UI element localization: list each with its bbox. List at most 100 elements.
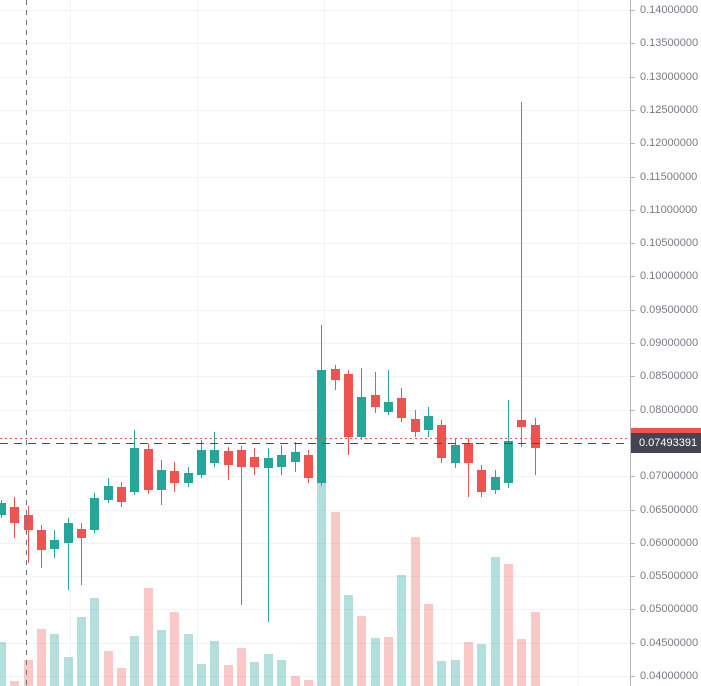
candle[interactable] [490,476,500,491]
candle[interactable] [23,514,33,531]
candle[interactable] [237,450,247,467]
candle[interactable] [103,486,113,501]
price-tick-mark [631,309,635,311]
candle[interactable] [343,374,353,437]
gridline-vertical [578,0,579,686]
candle[interactable] [437,424,447,459]
candle[interactable] [530,424,540,449]
price-tick-mark [631,209,635,211]
last-price-dashed-line [0,443,630,445]
price-axis[interactable]: 0.07493391 0.14000000 0.13500000 0.1300000… [630,0,701,686]
volume-bar [277,660,287,686]
price-tick-label: 0.06500000 [640,503,699,516]
price-tick-label: 0.08000000 [640,403,699,416]
candle[interactable] [170,470,180,483]
volume-bar [63,657,73,686]
candle[interactable] [504,440,514,483]
volume-bar [263,654,273,686]
volume-bar [36,629,46,686]
candle[interactable] [317,370,327,483]
volume-bar [317,475,327,686]
candle[interactable] [250,456,260,467]
candle[interactable] [263,458,273,469]
volume-bar [10,681,20,686]
candle[interactable] [277,454,287,467]
price-tick-label: 0.11000000 [640,203,698,216]
candle-wick [387,370,389,415]
candle[interactable] [157,470,166,491]
candle[interactable] [370,394,380,407]
candle[interactable] [290,452,300,462]
volume-bar [517,639,527,686]
price-tick-mark [631,276,635,278]
gridline-vertical [70,0,71,686]
gridline-horizontal [0,76,630,78]
candle-wick [80,522,82,585]
volume-bar [490,557,500,686]
price-tick-label: 0.13500000 [640,37,699,50]
price-tick-label: 0.12500000 [640,103,699,116]
candle[interactable] [397,398,407,419]
volume-bar [477,644,487,686]
candle[interactable] [330,368,340,381]
price-tick-mark [631,576,635,578]
gridline-vertical [324,0,325,686]
gridline-horizontal [0,376,630,378]
price-tick-label: 0.13000000 [640,70,699,83]
candle[interactable] [464,442,474,463]
candle[interactable] [143,448,153,491]
candle[interactable] [477,470,487,493]
volume-bar [303,680,313,686]
volume-bar [504,564,514,686]
candle[interactable] [76,528,86,539]
candle[interactable] [357,396,367,437]
gridline-horizontal [0,343,630,344]
candle[interactable] [36,530,46,551]
candle[interactable] [183,472,193,483]
candle[interactable] [223,450,233,465]
candle[interactable] [517,420,527,427]
candle-wick [241,446,243,605]
candle[interactable] [383,402,393,413]
candle[interactable] [0,502,6,515]
candle-wick [27,506,29,563]
candle[interactable] [50,540,60,549]
price-tick-mark [631,243,635,245]
candle[interactable] [197,450,207,475]
candle[interactable] [424,416,433,431]
volume-bar [330,512,340,686]
volume-bar [464,642,474,686]
candle[interactable] [63,522,73,543]
candle[interactable] [410,418,420,433]
price-tick-mark [631,343,635,344]
price-tick-mark [631,409,635,411]
plot-area[interactable] [0,0,630,686]
price-tick-mark [631,109,635,111]
candle[interactable] [450,444,460,463]
candle[interactable] [210,450,220,463]
candle[interactable] [10,506,20,523]
candle[interactable] [90,498,100,531]
volume-bar [210,641,220,686]
price-tick-label: 0.11500000 [640,170,698,183]
gridline-horizontal [0,609,630,611]
volume-bar [437,661,447,686]
gridline-horizontal [0,476,630,478]
volume-bar [530,612,540,686]
price-tick-mark [631,143,635,145]
price-tick-mark [631,176,635,178]
price-tick-mark [631,376,635,378]
price-tick-label: 0.10000000 [640,270,699,283]
price-tick-mark [631,509,635,511]
candle[interactable] [116,486,126,503]
volume-bar [370,638,380,686]
volume-bar [23,660,33,686]
candle[interactable] [130,448,140,493]
volume-bar [290,676,300,686]
gridline-horizontal [0,109,630,111]
price-tick-mark [631,76,635,78]
candle[interactable] [303,454,313,479]
price-tick-label: 0.09500000 [640,303,699,316]
price-tick-label: 0.14000000 [640,4,699,16]
